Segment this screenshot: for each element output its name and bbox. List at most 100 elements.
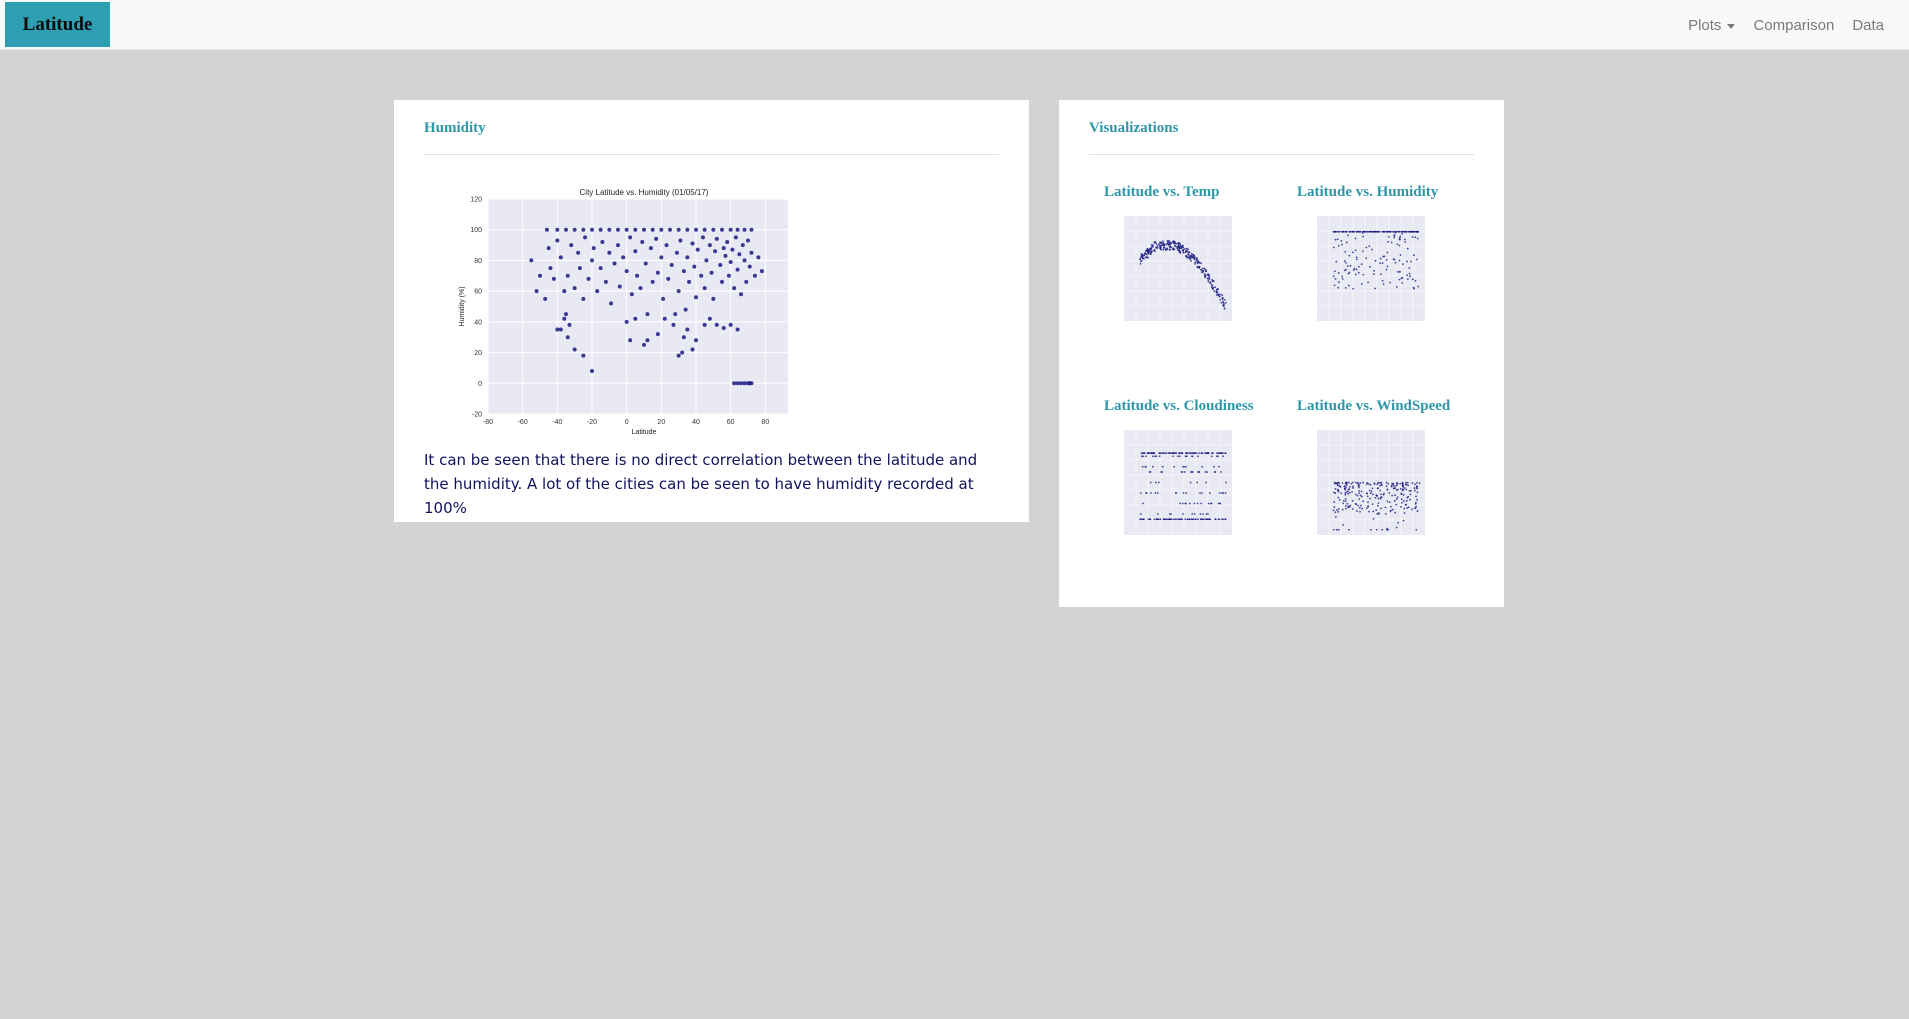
thumb-data-point [1368,245,1371,248]
thumb-data-point [1208,492,1211,494]
data-point [707,316,712,321]
data-point [544,227,549,232]
thumb-data-point [1367,281,1369,284]
thumb-data-point [1337,496,1340,499]
thumb-data-point [1164,249,1167,252]
thumb-data-point [1336,238,1339,241]
thumb-data-point [1147,252,1150,255]
thumb-data-point [1154,455,1157,458]
thumb-data-point [1142,455,1145,458]
thumbnail-temp[interactable] [1104,208,1244,338]
data-point [643,261,648,266]
data-point [555,327,560,332]
data-point [666,276,671,281]
y-tick-label: 80 [474,258,482,265]
thumb-data-point [1406,507,1409,509]
thumb-data-point [1366,495,1369,498]
thumb-data-point [1408,272,1411,275]
thumb-plot-area [1124,430,1232,535]
thumb-data-point [1221,297,1224,299]
thumb-data-point [1386,488,1389,491]
thumb-data-point [1211,279,1214,282]
data-point [572,347,577,352]
nav-plots-dropdown[interactable]: Plots [1688,17,1736,34]
thumb-data-point [1343,260,1346,262]
data-point [669,263,674,268]
data-point [555,238,560,243]
thumb-data-point [1344,500,1347,503]
thumb-data-point [1160,452,1163,454]
thumb-data-point [1389,505,1392,508]
data-point [702,286,707,291]
thumb-data-point [1369,265,1371,268]
thumb-data-point [1352,481,1354,484]
thumb-data-point [1210,286,1213,289]
thumbnail-cloudiness[interactable] [1104,422,1244,552]
thumb-data-point [1200,502,1203,505]
thumb-data-point [1208,274,1211,277]
viz-title-windspeed[interactable]: Latitude vs. WindSpeed [1297,398,1451,414]
thumb-data-point [1337,230,1340,233]
data-point [681,335,686,340]
thumb-data-point [1377,497,1380,500]
thumb-data-point [1403,500,1405,502]
nav-comparison[interactable]: Comparison [1753,16,1835,34]
thumb-plot-area [1124,216,1232,321]
thumb-data-point [1152,244,1154,247]
thumb-data-point [1155,481,1157,484]
thumb-data-point [1414,279,1417,282]
data-point [700,235,705,240]
thumb-data-point [1188,518,1191,521]
viz-title-humidity[interactable]: Latitude vs. Humidity [1297,184,1439,200]
data-point [725,240,730,244]
thumb-data-point [1170,513,1172,515]
data-point [732,381,737,386]
data-point [591,246,596,251]
thumb-data-point [1393,236,1395,239]
thumb-data-point [1225,481,1227,484]
thumb-data-point [1387,482,1390,485]
thumb-data-point [1398,278,1401,281]
thumb-data-point [1152,249,1155,252]
thumb-data-point [1193,502,1196,505]
thumb-data-point [1210,502,1213,505]
thumb-data-point [1149,481,1152,484]
thumb-data-point [1202,513,1204,515]
thumb-data-point [1391,482,1394,485]
y-axis-label: Humidity (%) [459,286,466,326]
thumb-data-point [1196,502,1199,505]
thumb-data-point [1166,518,1168,521]
data-point [707,243,712,248]
thumb-data-point [1139,513,1142,515]
thumb-data-point [1338,485,1341,488]
viz-title-cloudiness[interactable]: Latitude vs. Cloudiness [1104,398,1254,414]
thumb-data-point [1358,489,1361,492]
thumb-data-point [1365,492,1368,495]
data-point [607,250,612,255]
thumb-data-point [1218,295,1221,298]
data-point [718,263,723,268]
thumb-data-point [1206,277,1209,280]
thumb-data-point [1353,230,1356,233]
thumb-data-point [1176,247,1179,250]
thumb-data-point [1144,455,1147,458]
thumb-data-point [1369,497,1372,500]
nav-data[interactable]: Data [1852,16,1884,34]
thumbnail-humidity[interactable] [1297,208,1437,338]
thumb-data-point [1391,508,1394,511]
brand-link[interactable]: Latitude [5,2,110,47]
thumb-data-point [1398,238,1401,241]
thumbnail-windspeed[interactable] [1297,422,1437,552]
thumb-data-point [1168,518,1171,521]
thumb-data-point [1340,240,1343,242]
thumb-data-point [1395,285,1398,288]
thumb-data-point [1359,494,1362,497]
thumb-data-point [1348,254,1351,257]
thumb-data-point [1362,250,1364,253]
viz-title-temp[interactable]: Latitude vs. Temp [1104,184,1220,200]
data-point [562,316,567,321]
thumb-data-point [1402,519,1405,522]
data-point [564,227,568,232]
data-point [711,296,716,301]
thumb-data-point [1144,256,1147,259]
